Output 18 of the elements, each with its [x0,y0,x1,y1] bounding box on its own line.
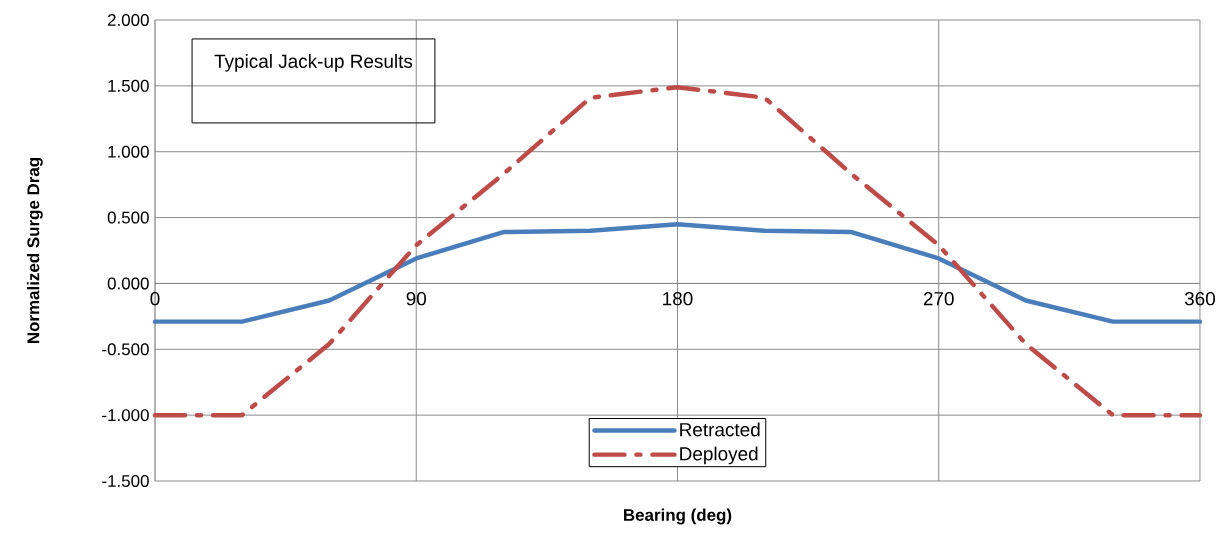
y-tick-label: 1.500 [108,79,149,92]
x-tick-label: 90 [406,291,427,306]
legend-label: Retracted [680,422,760,437]
y-tick-label: 1.000 [108,145,149,158]
legend-label: Deployed [680,446,758,465]
x-tick-label: 0 [150,291,160,306]
x-axis-title: Bearing (deg) [624,508,732,525]
x-tick-label: 270 [923,291,954,306]
y-tick-label: -1.000 [102,409,149,422]
y-tick-label: 0.500 [107,211,149,224]
x-tick-label: 180 [663,291,693,306]
y-tick-label: -1.500 [102,475,149,487]
y-tick-label: 0.000 [107,277,149,290]
annotation: Typical Jack-up Results [214,54,413,72]
x-tick-label: 360 [1184,291,1215,306]
y-tick-label: 2.000 [107,14,149,26]
y-tick-label: -0.500 [102,343,149,356]
y-axis-title: Normalized Surge Drag [26,158,43,343]
